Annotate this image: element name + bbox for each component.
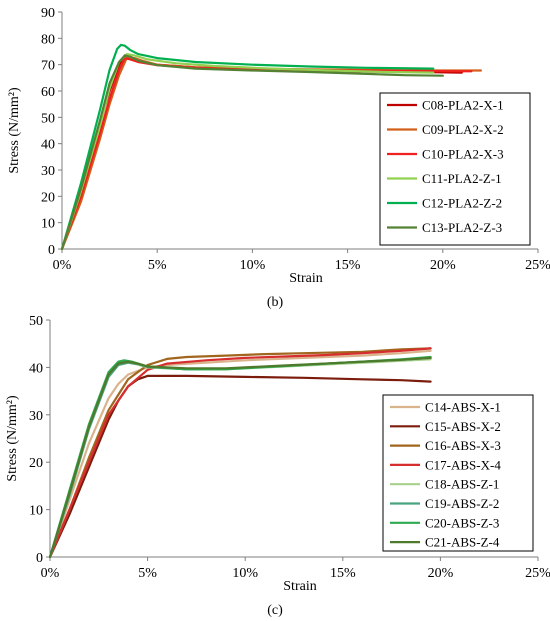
y-tick-label: 90 xyxy=(41,6,55,21)
chart-1: 0 10 20 30 40 50 0% 5% 10% 15% 20% 25% Strain Stress … xyxy=(5,314,550,618)
legend-entry: C11-PLA2-Z-1 xyxy=(422,171,502,186)
y-tick-label: 20 xyxy=(41,190,55,205)
series-line-C16-ABS-X-3 xyxy=(48,347,432,559)
x-tick-label: 5% xyxy=(138,566,157,581)
y-tick-label: 40 xyxy=(41,138,55,153)
x-axis-title: Strain xyxy=(289,271,322,286)
x-tick-label: 20% xyxy=(430,258,456,273)
y-axis-title: Stress (N/mm²) xyxy=(7,87,22,174)
series-line-C11-PLA2-Z-1 xyxy=(60,52,435,251)
series-line-C20-ABS-Z-3 xyxy=(48,355,432,559)
y-tick-label: 20 xyxy=(29,456,43,471)
y-tick-label: 50 xyxy=(41,111,55,126)
x-tick-label: 15% xyxy=(335,258,361,273)
legend-entry: C14-ABS-X-1 xyxy=(425,400,501,415)
x-tick-label: 10% xyxy=(232,566,258,581)
legend-entry: C19-ABS-Z-2 xyxy=(425,496,499,511)
y-tick-label: 0 xyxy=(36,551,43,566)
x-tick-label: 10% xyxy=(240,258,266,273)
y-tick-label: 70 xyxy=(41,59,55,74)
legend-entry: C20-ABS-Z-3 xyxy=(425,515,499,530)
x-tick-label: 15% xyxy=(330,566,356,581)
chart-caption: (b) xyxy=(267,295,284,310)
series-line-C21-ABS-Z-4 xyxy=(48,356,432,559)
legend-entry: C18-ABS-Z-1 xyxy=(425,477,499,492)
y-tick-label: 50 xyxy=(29,314,43,329)
y-tick-label: 60 xyxy=(41,85,55,100)
legend-box xyxy=(382,394,534,552)
series-line-C13-PLA2-Z-3 xyxy=(60,54,444,251)
x-tick-label: 25% xyxy=(525,258,550,273)
x-tick-label: 0% xyxy=(53,258,72,273)
series-line-C18-ABS-Z-1 xyxy=(48,358,432,559)
legend-entry: C16-ABS-X-3 xyxy=(425,438,501,453)
legend-entry: C13-PLA2-Z-3 xyxy=(422,220,502,235)
x-tick-label: 20% xyxy=(428,566,454,581)
x-tick-label: 25% xyxy=(525,566,550,581)
chart-caption: (c) xyxy=(267,603,283,618)
legend-entry: C21-ABS-Z-4 xyxy=(425,535,500,550)
series-line-C19-ABS-Z-2 xyxy=(48,356,432,559)
chart-0: 0 10 20 30 40 50 60 70 80 90 0% 5% 10% 15% 20% 25% Strai… xyxy=(7,6,550,310)
legend-entry: C09-PLA2-X-2 xyxy=(422,122,504,137)
y-tick-label: 10 xyxy=(41,217,55,232)
y-tick-label: 10 xyxy=(29,504,43,519)
y-tick-label: 30 xyxy=(29,409,43,424)
x-tick-label: 5% xyxy=(148,258,167,273)
y-tick-label: 80 xyxy=(41,32,55,47)
y-tick-label: 40 xyxy=(29,361,43,376)
x-axis-title: Strain xyxy=(283,579,316,594)
legend-entry: C12-PLA2-Z-2 xyxy=(422,196,502,211)
legend-entry: C17-ABS-X-4 xyxy=(425,457,501,472)
legend-entry: C10-PLA2-X-3 xyxy=(422,147,504,162)
series-line-C12-PLA2-Z-2 xyxy=(60,43,435,251)
x-tick-label: 0% xyxy=(41,566,60,581)
series-line-C15-ABS-X-2 xyxy=(48,374,432,559)
series-line-C17-ABS-X-4 xyxy=(48,347,432,559)
y-axis-title: Stress (N/mm²) xyxy=(5,395,20,482)
legend-entry: C08-PLA2-X-1 xyxy=(422,98,504,113)
y-tick-label: 0 xyxy=(48,243,55,258)
y-tick-label: 30 xyxy=(41,164,55,179)
legend-box xyxy=(379,92,531,246)
legend-entry: C15-ABS-X-2 xyxy=(425,419,501,434)
